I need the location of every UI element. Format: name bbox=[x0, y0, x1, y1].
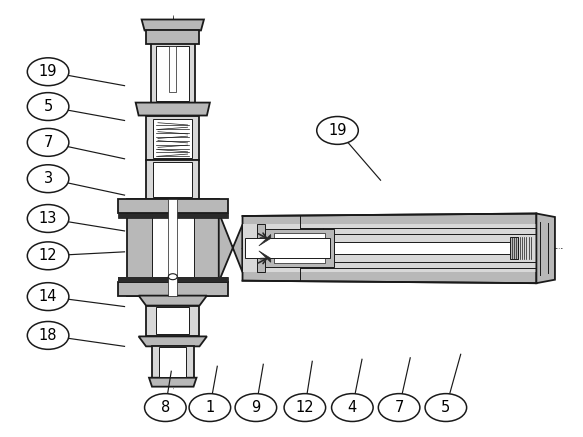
Bar bbox=[156, 307, 189, 334]
Text: 18: 18 bbox=[39, 328, 57, 343]
Bar bbox=[146, 305, 199, 336]
Circle shape bbox=[189, 394, 231, 421]
Text: 5: 5 bbox=[441, 400, 451, 415]
Bar bbox=[156, 46, 189, 101]
Circle shape bbox=[27, 128, 69, 156]
Bar bbox=[146, 115, 199, 160]
Text: 19: 19 bbox=[39, 64, 57, 79]
Polygon shape bbox=[259, 234, 271, 246]
Bar bbox=[153, 118, 192, 158]
Polygon shape bbox=[136, 103, 210, 115]
Text: 4: 4 bbox=[347, 400, 357, 415]
Circle shape bbox=[317, 117, 359, 144]
Circle shape bbox=[27, 242, 69, 270]
Bar bbox=[273, 233, 325, 263]
Text: 12: 12 bbox=[39, 248, 57, 264]
Polygon shape bbox=[149, 378, 196, 387]
Circle shape bbox=[425, 394, 466, 421]
Bar bbox=[118, 212, 228, 218]
Circle shape bbox=[145, 394, 186, 421]
Polygon shape bbox=[139, 295, 207, 305]
Circle shape bbox=[378, 394, 420, 421]
Polygon shape bbox=[139, 336, 207, 347]
Bar bbox=[170, 46, 176, 92]
Polygon shape bbox=[142, 20, 204, 31]
Bar bbox=[159, 347, 186, 377]
Bar bbox=[245, 239, 330, 258]
Bar bbox=[118, 277, 228, 282]
Circle shape bbox=[284, 394, 326, 421]
Circle shape bbox=[332, 394, 373, 421]
Circle shape bbox=[27, 283, 69, 311]
Bar bbox=[118, 282, 228, 295]
Text: 12: 12 bbox=[296, 400, 314, 415]
Polygon shape bbox=[219, 212, 243, 282]
Text: 19: 19 bbox=[328, 123, 347, 138]
Text: 7: 7 bbox=[395, 400, 404, 415]
Circle shape bbox=[27, 165, 69, 193]
Circle shape bbox=[27, 205, 69, 232]
Bar bbox=[152, 208, 194, 286]
Polygon shape bbox=[174, 277, 228, 282]
Polygon shape bbox=[118, 277, 171, 282]
Bar bbox=[146, 160, 199, 198]
Bar bbox=[168, 198, 177, 295]
Bar bbox=[243, 225, 536, 272]
Text: 1: 1 bbox=[205, 400, 215, 415]
Circle shape bbox=[27, 93, 69, 121]
Polygon shape bbox=[243, 214, 536, 283]
Bar bbox=[153, 162, 192, 197]
Bar bbox=[150, 43, 195, 103]
Text: 13: 13 bbox=[39, 211, 57, 226]
Bar bbox=[265, 229, 334, 267]
Bar bbox=[334, 243, 518, 254]
Polygon shape bbox=[259, 251, 271, 262]
Bar bbox=[127, 198, 219, 295]
Text: 8: 8 bbox=[161, 400, 170, 415]
Circle shape bbox=[235, 394, 277, 421]
Bar bbox=[152, 347, 194, 378]
Bar bbox=[146, 31, 199, 45]
Circle shape bbox=[168, 274, 177, 280]
Text: 7: 7 bbox=[43, 135, 53, 150]
Text: 14: 14 bbox=[39, 289, 57, 304]
Text: 9: 9 bbox=[251, 400, 261, 415]
Bar bbox=[118, 198, 228, 212]
Text: 5: 5 bbox=[44, 99, 52, 114]
Circle shape bbox=[27, 58, 69, 86]
Bar bbox=[257, 225, 265, 272]
Bar bbox=[511, 237, 518, 259]
Polygon shape bbox=[536, 214, 555, 283]
Circle shape bbox=[27, 322, 69, 349]
Text: 3: 3 bbox=[44, 171, 52, 186]
